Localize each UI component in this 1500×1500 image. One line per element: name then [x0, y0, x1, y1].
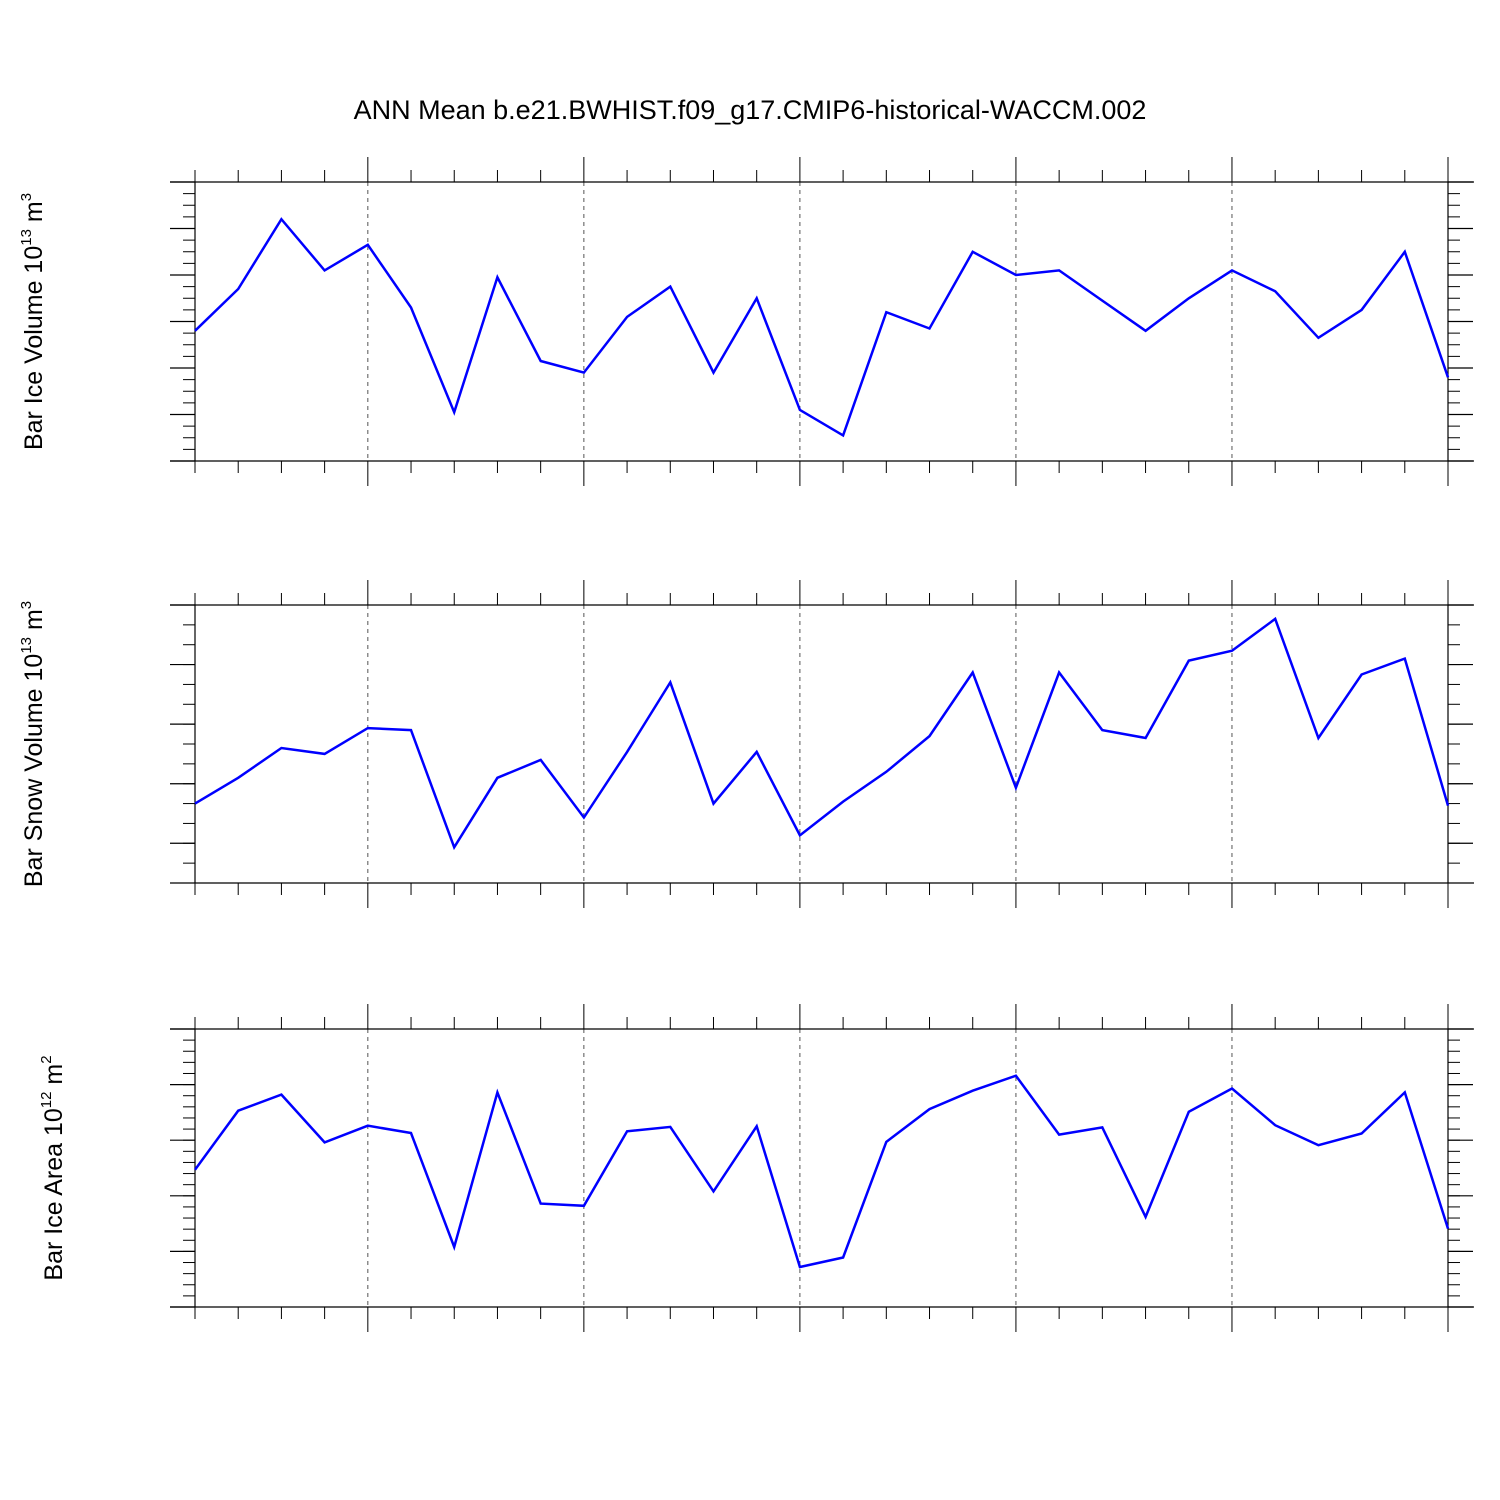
- chart-panel-3: Bar Ice Area 1012 m2: [38, 1004, 1474, 1332]
- chart-panel-1: Bar Ice Volume 1013 m3: [18, 157, 1474, 486]
- series-line: [194, 217, 1450, 438]
- series-line: [194, 616, 1450, 851]
- series-line: [193, 1074, 1450, 1269]
- chart-panel-2: Bar Snow Volume 1013 m3: [18, 580, 1474, 908]
- y-axis-label-superscript: 13: [18, 637, 35, 654]
- figure-title: ANN Mean b.e21.BWHIST.f09_g17.CMIP6-hist…: [354, 95, 1147, 125]
- y-axis-label-part: m: [20, 201, 48, 229]
- y-axis-label: Bar Ice Area 1012 m2: [38, 1055, 68, 1280]
- y-axis-label-superscript: 3: [18, 193, 35, 201]
- y-axis-label: Bar Ice Volume 1013 m3: [18, 193, 48, 450]
- y-axis-label-part: m: [40, 1064, 68, 1092]
- y-axis-label: Bar Snow Volume 1013 m3: [18, 601, 48, 887]
- y-axis-label-part: Bar Ice Area 10: [40, 1108, 68, 1280]
- y-axis-label-superscript: 3: [18, 601, 35, 609]
- y-axis-label-part: Bar Snow Volume 10: [20, 654, 48, 887]
- y-axis-label-superscript: 2: [38, 1055, 55, 1063]
- y-axis-label-part: Bar Ice Volume 10: [20, 246, 48, 450]
- y-axis-label-superscript: 12: [38, 1092, 55, 1109]
- y-axis-label-superscript: 13: [18, 229, 35, 246]
- y-axis-label-part: m: [20, 609, 48, 637]
